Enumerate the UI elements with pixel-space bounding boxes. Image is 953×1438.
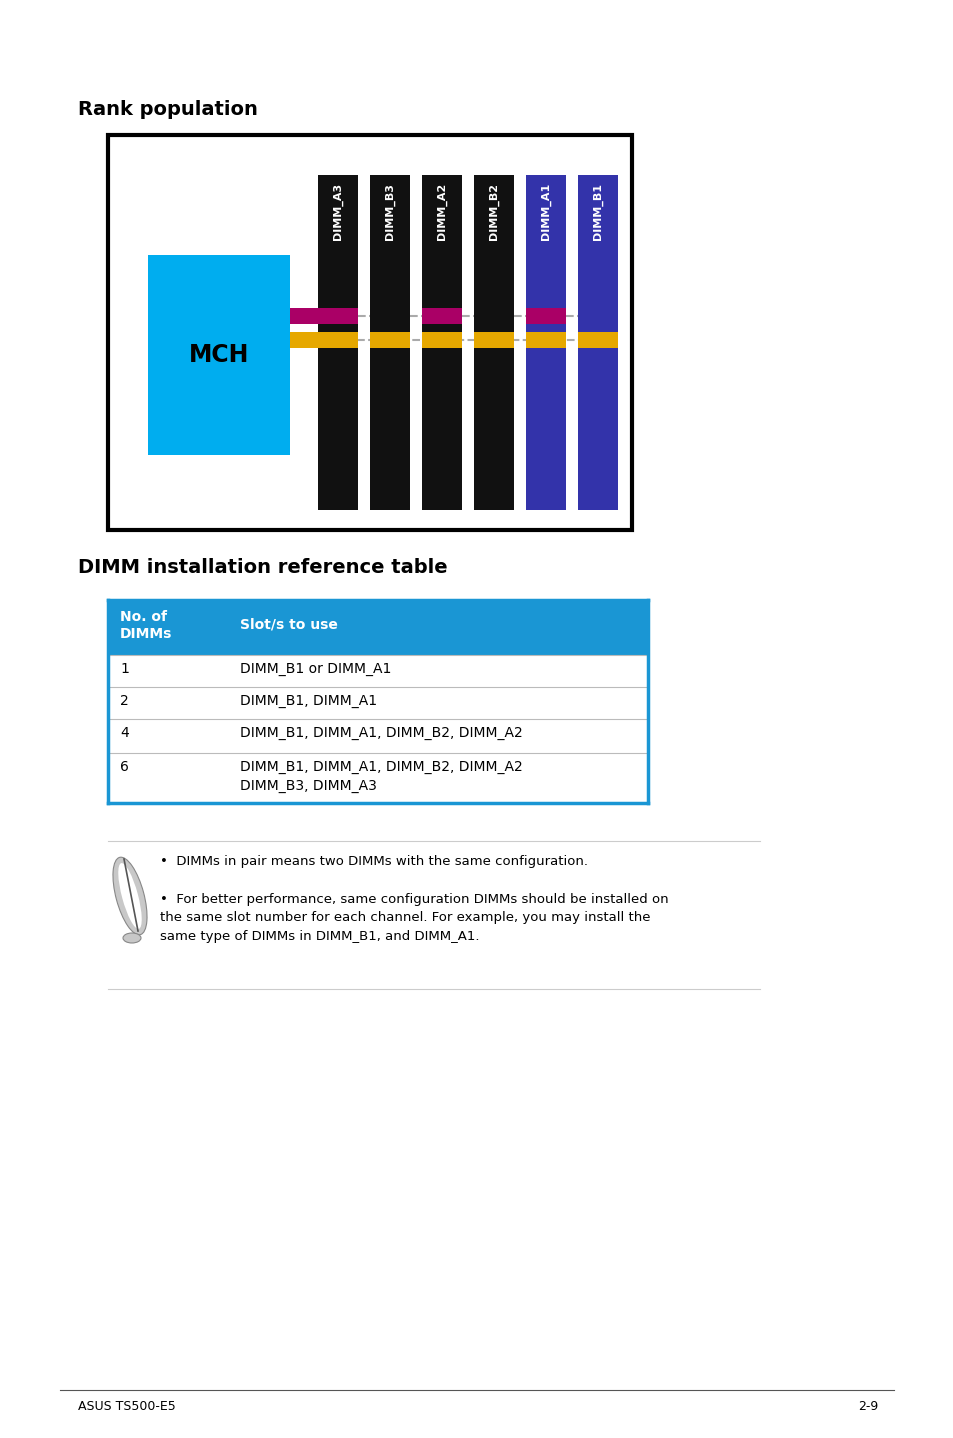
Bar — [578, 175, 618, 510]
Bar — [370, 332, 410, 348]
Bar — [421, 308, 461, 324]
Text: 2: 2 — [120, 695, 129, 707]
Bar — [474, 175, 514, 510]
Bar — [317, 175, 357, 510]
Bar — [108, 754, 647, 802]
Text: Rank population: Rank population — [78, 101, 257, 119]
Text: DIMM_B1: DIMM_B1 — [592, 183, 602, 240]
Text: DIMM_A2: DIMM_A2 — [436, 183, 447, 240]
Ellipse shape — [112, 857, 147, 935]
Bar — [290, 332, 335, 348]
Bar — [108, 687, 647, 719]
Text: No. of
DIMMs: No. of DIMMs — [120, 610, 172, 641]
Text: DIMM_B1, DIMM_A1: DIMM_B1, DIMM_A1 — [240, 695, 376, 707]
Bar — [525, 332, 565, 348]
Bar — [108, 654, 647, 687]
Text: 6: 6 — [120, 761, 129, 774]
Text: DIMM_B1 or DIMM_A1: DIMM_B1 or DIMM_A1 — [240, 661, 391, 676]
Text: DIMM_B2: DIMM_B2 — [488, 183, 498, 240]
Text: 2-9: 2-9 — [857, 1401, 877, 1414]
Ellipse shape — [118, 863, 142, 929]
Bar — [108, 135, 631, 531]
Text: •  DIMMs in pair means two DIMMs with the same configuration.: • DIMMs in pair means two DIMMs with the… — [160, 856, 587, 869]
Text: DIMM installation reference table: DIMM installation reference table — [78, 558, 447, 577]
Bar — [317, 332, 357, 348]
Bar — [525, 175, 565, 510]
Text: Slot/s to use: Slot/s to use — [240, 618, 337, 631]
Bar — [525, 308, 565, 324]
Bar — [421, 175, 461, 510]
Bar — [148, 255, 290, 454]
Ellipse shape — [123, 933, 141, 943]
Bar — [370, 175, 410, 510]
Text: DIMM_B1, DIMM_A1, DIMM_B2, DIMM_A2
DIMM_B3, DIMM_A3: DIMM_B1, DIMM_A1, DIMM_B2, DIMM_A2 DIMM_… — [240, 761, 522, 792]
Text: •  For better performance, same configuration DIMMs should be installed on
the s: • For better performance, same configura… — [160, 893, 668, 943]
Text: DIMM_B3: DIMM_B3 — [384, 183, 395, 240]
Bar — [290, 308, 357, 324]
Text: DIMM_A1: DIMM_A1 — [540, 183, 551, 240]
Text: 1: 1 — [120, 661, 129, 676]
Bar — [474, 332, 514, 348]
Text: DIMM_A3: DIMM_A3 — [333, 183, 343, 240]
Bar — [108, 600, 647, 654]
Bar — [108, 719, 647, 754]
Bar — [421, 332, 461, 348]
Text: DIMM_B1, DIMM_A1, DIMM_B2, DIMM_A2: DIMM_B1, DIMM_A1, DIMM_B2, DIMM_A2 — [240, 726, 522, 741]
Text: MCH: MCH — [189, 344, 249, 367]
Bar — [578, 332, 618, 348]
Text: 4: 4 — [120, 726, 129, 741]
Text: ASUS TS500-E5: ASUS TS500-E5 — [78, 1401, 175, 1414]
